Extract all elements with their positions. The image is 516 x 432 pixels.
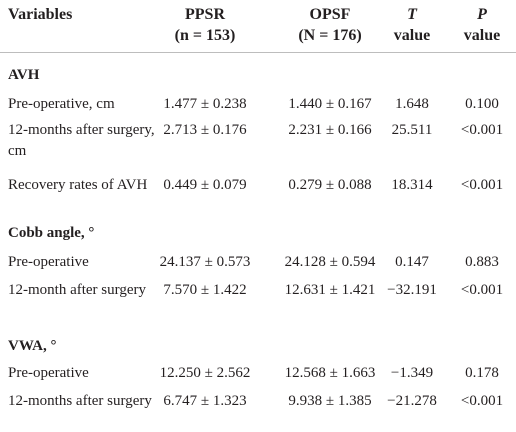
value-cell: 0.449 ± 0.079 — [163, 177, 247, 193]
header-line: T — [407, 6, 417, 23]
value-cell: 18.314 — [391, 177, 433, 193]
section-label: VWA, ° — [8, 338, 57, 354]
row-label: 12-months after surgery — [8, 393, 152, 409]
row-label: Pre-operative — [8, 365, 89, 381]
value-cell: <0.001 — [460, 122, 504, 138]
value-cell: 7.570 ± 1.422 — [163, 282, 247, 298]
value-cell: 24.137 ± 0.573 — [159, 254, 251, 270]
section-label: AVH — [8, 67, 40, 83]
row-label: 12-month after surgery — [8, 282, 147, 298]
value-cell: 0.100 — [465, 96, 499, 112]
value-cell: <0.001 — [460, 393, 504, 409]
value-cell: 1.477 ± 0.238 — [163, 96, 247, 112]
value-cell: <0.001 — [460, 177, 504, 193]
header-line: (N = 176) — [298, 27, 362, 44]
header-cell: Variables — [8, 4, 168, 25]
value-cell: 0.279 ± 0.088 — [288, 177, 372, 193]
value-cell: 2.231 ± 0.166 — [288, 122, 372, 138]
value-cell: 2.713 ± 0.176 — [163, 122, 247, 138]
value-cell: 24.128 ± 0.594 — [284, 254, 376, 270]
value-cell: 25.511 — [391, 122, 433, 138]
value-cell: −1.349 — [390, 365, 434, 381]
value-cell: <0.001 — [460, 282, 504, 298]
value-cell: 0.883 — [465, 254, 499, 270]
value-cell: −32.191 — [387, 282, 437, 298]
section-label: Cobb angle, ° — [8, 225, 95, 241]
value-cell: 0.178 — [465, 365, 499, 381]
value-cell: 12.250 ± 2.562 — [159, 365, 251, 381]
header-line: P — [477, 6, 487, 23]
value-cell: 0.147 — [395, 254, 429, 270]
value-cell: −21.278 — [387, 393, 437, 409]
header-line: Variables — [8, 6, 73, 23]
value-cell: 1.440 ± 0.167 — [288, 96, 372, 112]
header-line: value — [393, 27, 431, 44]
value-cell: 6.747 ± 1.323 — [163, 393, 247, 409]
row-label: Recovery rates of AVH — [8, 177, 148, 193]
value-cell: 9.938 ± 1.385 — [288, 393, 372, 409]
row-label: Pre-operative, cm — [8, 96, 115, 112]
header-line: PPSR — [185, 6, 225, 23]
row-label: Pre-operative — [8, 254, 89, 270]
header-line: value — [463, 27, 501, 44]
value-cell: 1.648 — [395, 96, 429, 112]
row-label: 12-months after surgery, cm — [8, 122, 155, 159]
header-cell: OPSF (N = 176) — [270, 4, 390, 46]
header-rule — [0, 52, 516, 53]
header-cell: PPSR (n = 153) — [145, 4, 265, 46]
value-cell: 12.631 ± 1.421 — [284, 282, 376, 298]
header-line: (n = 153) — [174, 27, 236, 44]
value-cell: 12.568 ± 1.663 — [284, 365, 376, 381]
header-line: OPSF — [309, 6, 351, 23]
